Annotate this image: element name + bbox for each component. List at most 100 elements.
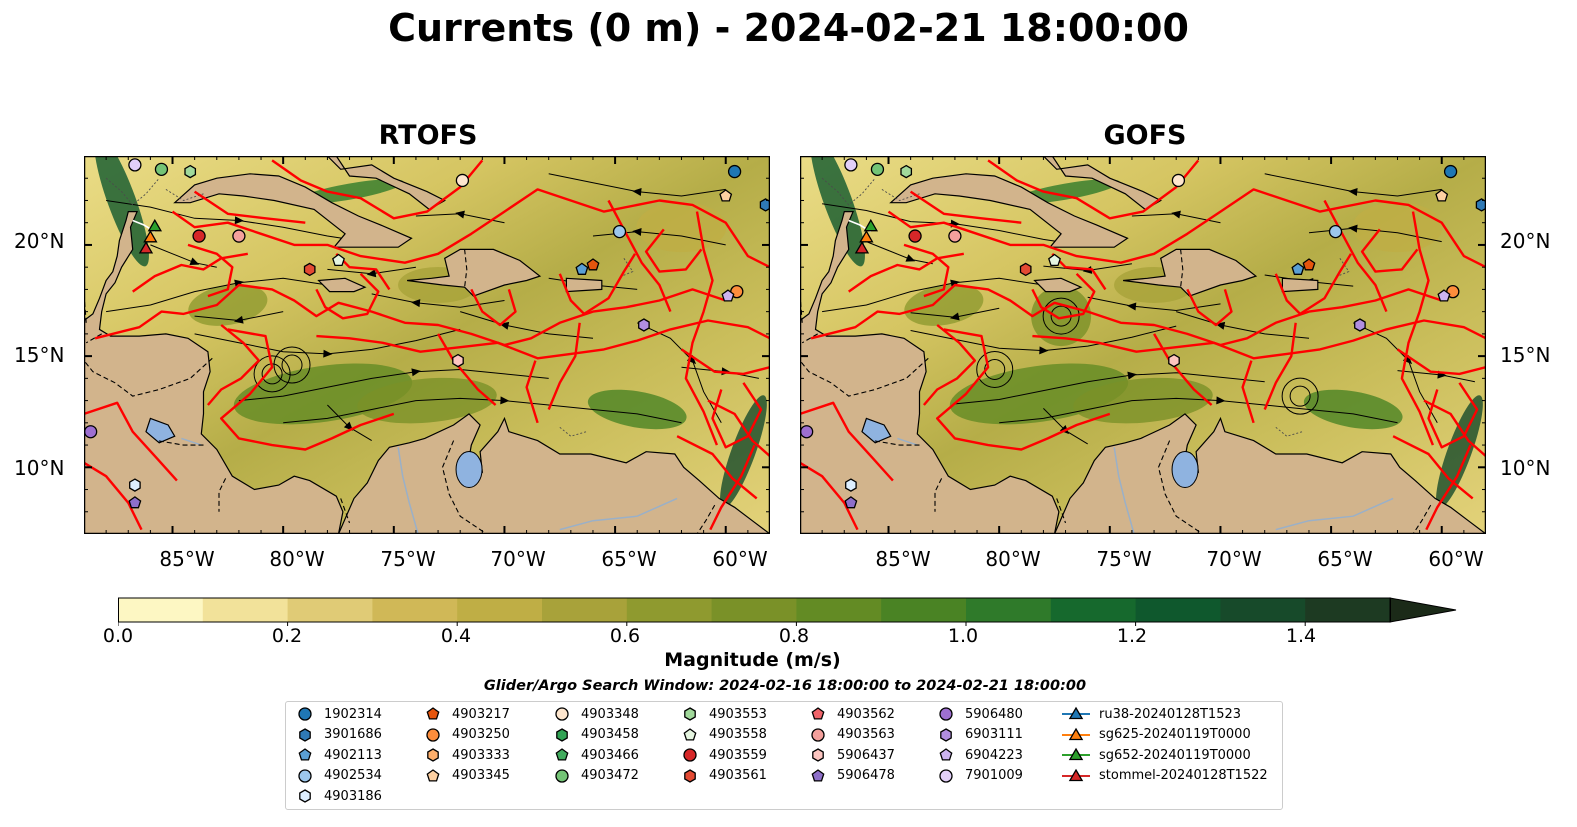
colorbar-segment bbox=[711, 598, 797, 622]
eez-boundary bbox=[810, 283, 1443, 347]
eez-boundary bbox=[800, 401, 894, 482]
legend-marker bbox=[426, 707, 440, 720]
streamline-arrow bbox=[455, 210, 465, 219]
legend-entry: 4903217 bbox=[422, 704, 510, 724]
xtick-label: 60°W bbox=[1428, 547, 1484, 571]
eez-boundary bbox=[132, 252, 249, 293]
argo-float-4903348 bbox=[1171, 173, 1186, 188]
eez-boundary bbox=[1274, 253, 1353, 316]
argo-float-4902113 bbox=[1291, 262, 1305, 275]
colorbar-segment bbox=[118, 598, 204, 622]
colorbar-segment bbox=[881, 598, 967, 622]
ytick-label: 10°N bbox=[14, 456, 65, 480]
eddy-streamline bbox=[976, 350, 1014, 388]
legend-marker bbox=[1062, 706, 1090, 720]
argo-float-4903472 bbox=[870, 162, 885, 176]
legend-marker bbox=[940, 727, 952, 742]
strong-current-region bbox=[1073, 377, 1213, 424]
argo-float-4903559 bbox=[192, 229, 206, 243]
strong-current-region bbox=[357, 377, 497, 424]
legend-marker bbox=[555, 707, 569, 721]
country-border bbox=[1180, 249, 1184, 288]
map-panel-rtofs[interactable] bbox=[84, 156, 770, 534]
argo-float-4902534 bbox=[612, 224, 627, 239]
eez-boundary bbox=[547, 322, 581, 410]
land-mass-puerto-rico bbox=[565, 277, 603, 293]
legend-label: 3901686 bbox=[324, 727, 382, 742]
country-border bbox=[84, 357, 213, 397]
legend-label: 5906478 bbox=[837, 768, 895, 783]
legend-marker bbox=[939, 748, 953, 761]
argo-float-4903186 bbox=[845, 478, 857, 492]
streamline-arrow bbox=[234, 315, 244, 324]
colorbar-extend-arrow bbox=[1389, 597, 1457, 623]
eez-boundary bbox=[1396, 348, 1486, 376]
colorbar-tick-label: 1.0 bbox=[947, 625, 979, 647]
eez-boundary bbox=[558, 253, 637, 316]
streamline bbox=[1087, 296, 1221, 312]
eez-boundary bbox=[711, 382, 763, 449]
eez-boundary bbox=[1263, 322, 1297, 410]
colorbar-tick-label: 0.4 bbox=[440, 625, 472, 647]
country-border bbox=[340, 498, 351, 524]
strong-current-region bbox=[1352, 202, 1443, 253]
argo-float-5906437 bbox=[452, 353, 464, 368]
panel-title-gofs: GOFS bbox=[1103, 120, 1187, 151]
argo-float-6903111 bbox=[1354, 318, 1366, 332]
glider-sg625-20240119T0000 bbox=[859, 229, 874, 243]
argo-float-4903558 bbox=[1048, 253, 1061, 267]
eddy-streamline bbox=[1289, 385, 1311, 407]
eez-boundary bbox=[219, 328, 395, 451]
xtick-label: 70°W bbox=[1206, 547, 1262, 571]
legend-entry: 4903348 bbox=[551, 704, 639, 724]
legend-marker bbox=[1062, 768, 1090, 781]
eddy-streamline bbox=[1281, 377, 1319, 415]
legend-label: 4903348 bbox=[581, 706, 639, 722]
legend: 1902314 3901686 4902113 4902534 4903186 49032… bbox=[285, 701, 1283, 810]
streamline-arrow bbox=[1039, 346, 1049, 355]
country-border bbox=[1412, 504, 1432, 534]
legend-label: 4903186 bbox=[324, 788, 382, 804]
country-border bbox=[85, 333, 102, 344]
eez-boundary bbox=[709, 444, 756, 531]
eez-boundary bbox=[271, 159, 484, 220]
legend-entry: 4902534 bbox=[294, 766, 382, 786]
streamline bbox=[1176, 311, 1310, 339]
legend-marker bbox=[298, 768, 312, 783]
search-window-label: Glider/Argo Search Window: 2024-02-16 18… bbox=[483, 678, 1087, 694]
eez-boundary bbox=[644, 228, 703, 273]
colorbar-tick-label: 0.8 bbox=[778, 625, 810, 647]
legend-marker bbox=[811, 727, 825, 742]
eez-boundary bbox=[1241, 360, 1255, 424]
ytick-label: 20°N bbox=[14, 229, 65, 253]
eez-boundary bbox=[84, 461, 143, 531]
map-frame bbox=[84, 156, 770, 534]
country-border bbox=[1157, 440, 1204, 534]
land-mass-south-america bbox=[1053, 413, 1486, 534]
map-panel-gofs[interactable] bbox=[800, 156, 1486, 534]
strong-current-region bbox=[188, 284, 268, 326]
legend-entry: 7901009 bbox=[935, 766, 1023, 786]
legend-entry: 4903472 bbox=[551, 766, 639, 786]
legend-marker bbox=[939, 707, 953, 721]
eez-boundary bbox=[1400, 211, 1435, 446]
argo-float-4903561 bbox=[1019, 262, 1032, 277]
colorbar-segment bbox=[1220, 598, 1306, 622]
eez-boundary bbox=[206, 324, 261, 406]
depth-contour bbox=[559, 426, 587, 437]
land-mass-cuba bbox=[173, 173, 413, 248]
argo-float-4903563 bbox=[232, 229, 246, 243]
depth-contour bbox=[881, 189, 920, 201]
legend-label: 4903333 bbox=[452, 747, 510, 763]
argo-float-6904223 bbox=[1437, 289, 1451, 302]
legend-entry: 4903466 bbox=[551, 745, 639, 765]
colorbar-tick-label: 1.2 bbox=[1116, 625, 1148, 647]
argo-float-4903553 bbox=[900, 164, 913, 179]
river bbox=[1113, 447, 1135, 534]
legend-label: 4903250 bbox=[452, 727, 510, 742]
argo-float-1902314 bbox=[727, 164, 742, 179]
land-mass-south-america bbox=[337, 413, 770, 534]
legend-label: 6903111 bbox=[965, 727, 1023, 742]
legend-entry: 1902314 bbox=[294, 704, 382, 724]
strong-current-region bbox=[636, 202, 727, 253]
